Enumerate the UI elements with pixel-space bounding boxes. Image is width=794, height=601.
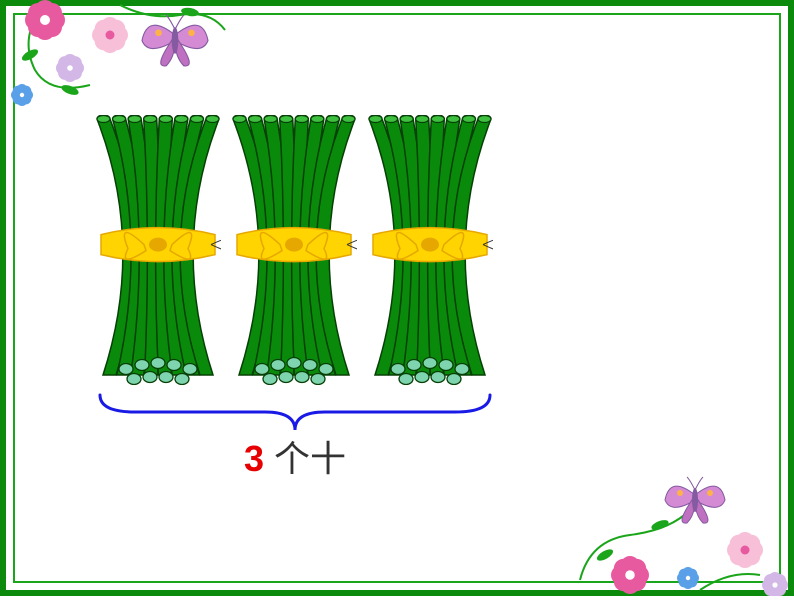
slide-content: 3 个十 xyxy=(0,0,794,596)
caption: 3 个十 xyxy=(95,430,495,482)
stick-bundle xyxy=(95,115,221,385)
stick-bundles-row xyxy=(95,115,493,385)
stick-bundle xyxy=(367,115,493,385)
stick-bundle xyxy=(231,115,357,385)
caption-number: 3 xyxy=(244,438,264,479)
caption-text: 个十 xyxy=(264,438,346,479)
